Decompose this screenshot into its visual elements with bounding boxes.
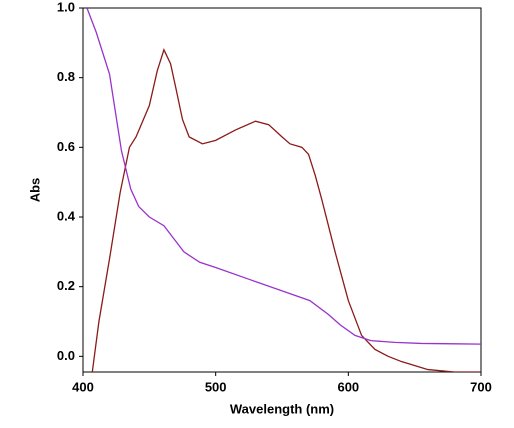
y-tick-label: 0.6 — [57, 139, 75, 154]
data-line — [91, 48, 481, 372]
x-tick-label: 400 — [72, 379, 94, 394]
x-axis-label: Wavelength (nm) — [230, 401, 334, 416]
x-tick-label: 600 — [337, 379, 359, 394]
y-tick-label: 0.2 — [57, 278, 75, 293]
data-line — [86, 8, 481, 345]
x-tick-label: 500 — [205, 379, 227, 394]
y-axis-label: Abs — [27, 178, 42, 203]
plot-frame — [82, 7, 482, 373]
y-tick-label: 0.8 — [57, 69, 75, 84]
y-tick-label: 0.4 — [57, 208, 76, 223]
y-tick-label: 1.0 — [57, 0, 75, 14]
y-tick-label: 0.0 — [57, 348, 75, 363]
x-tick-label: 700 — [470, 379, 492, 394]
